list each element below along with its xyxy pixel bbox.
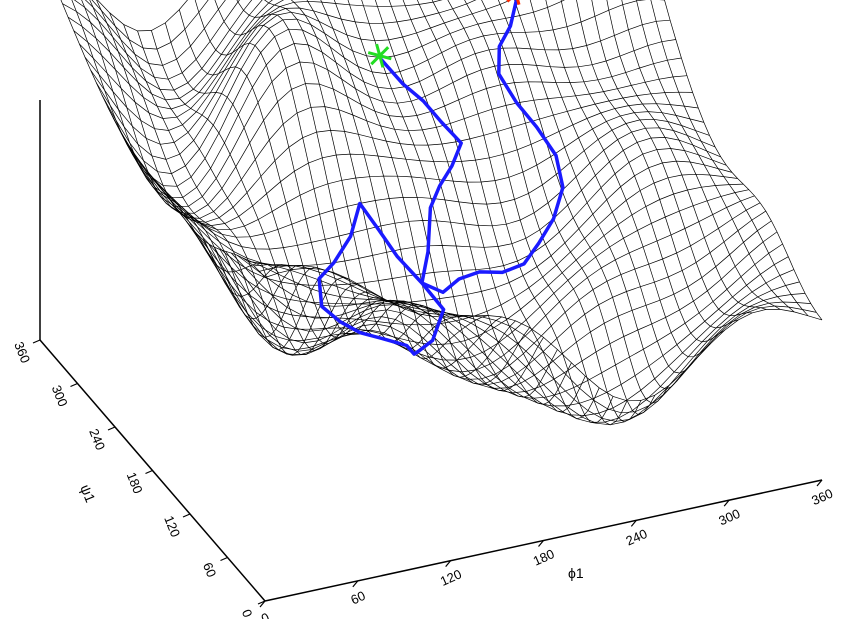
mesh-line-psi — [606, 0, 767, 310]
y-tick-label: 0 — [239, 607, 256, 619]
mesh-line-phi — [107, 0, 665, 187]
mesh-line-psi — [96, 0, 321, 338]
mesh-line-psi — [576, 0, 739, 329]
mesh-line-phi — [219, 231, 778, 394]
mesh-line-phi — [84, 0, 443, 131]
x-tick-label: 180 — [531, 546, 557, 569]
tick-mark — [445, 560, 452, 568]
mesh-line-phi — [96, 0, 188, 32]
tick-mark — [630, 519, 637, 527]
tick-mark — [352, 580, 359, 588]
mesh-line-psi — [529, 0, 697, 374]
mesh-line-phi — [96, 0, 512, 160]
mesh-line-phi — [231, 252, 789, 407]
x-tick-label: 60 — [348, 588, 367, 608]
mesh-line-phi — [91, 0, 209, 50]
y-tick-label: 60 — [200, 560, 219, 579]
tick-mark — [145, 469, 153, 475]
mesh-line-psi — [402, 0, 586, 413]
mesh-line-psi — [71, 0, 280, 274]
mesh-line-phi — [118, 39, 676, 207]
mesh-line-psi — [545, 0, 711, 358]
tick-mark — [182, 513, 191, 518]
mesh-line-psi — [333, 0, 516, 378]
tick-mark — [32, 339, 41, 344]
y-tick-label: 180 — [124, 470, 146, 496]
mesh-line-psi — [374, 0, 558, 398]
x-axis-label: ϕ1 — [568, 565, 584, 581]
mesh-line-psi — [560, 0, 725, 343]
mesh-line-phi — [129, 75, 688, 219]
mesh-line-phi — [73, 0, 240, 80]
mesh-line-psi — [464, 0, 642, 423]
mesh-line-psi — [109, 12, 335, 351]
mesh-line-psi — [514, 0, 684, 390]
x-tick-label: 0 — [259, 610, 272, 619]
mesh-line-phi — [90, 0, 477, 145]
mesh-line-phi — [146, 111, 704, 231]
mesh-line-phi — [67, 0, 263, 101]
x-ticks: 0 60 120 180 240 300 360 — [259, 479, 835, 619]
tick-mark — [257, 600, 266, 605]
tick-mark — [107, 426, 116, 431]
mesh-line-phi — [112, 19, 671, 198]
end-marker — [506, 0, 521, 5]
mesh-line-phi — [141, 103, 699, 226]
tick-mark — [816, 479, 823, 487]
surface-mesh — [60, 0, 823, 426]
mesh-line-psi — [636, 0, 795, 313]
mesh-line-psi — [89, 0, 307, 320]
mesh-line-psi — [447, 0, 628, 426]
marker-stroke — [370, 46, 390, 66]
x-tick-label: 360 — [809, 486, 835, 509]
mesh-line-phi — [157, 127, 716, 250]
mesh-line-psi — [178, 9, 405, 339]
y-ticks: 0 60 120 180 240 300 360 — [11, 339, 266, 619]
mesh-line-phi — [73, 0, 273, 110]
start-marker — [367, 43, 392, 68]
y-axis-label: ψ1 — [77, 482, 99, 505]
marker-stroke — [516, 0, 521, 5]
mesh-line-psi — [497, 0, 670, 404]
y-tick-label: 300 — [49, 383, 71, 409]
tick-mark — [220, 556, 228, 562]
tick-mark — [538, 540, 544, 547]
mesh-line-psi — [388, 0, 572, 405]
mesh-line-phi — [79, 0, 285, 119]
y-tick-label: 120 — [161, 513, 183, 539]
mesh-line-phi — [101, 0, 565, 174]
tick-mark — [70, 382, 78, 388]
mesh-line-phi — [124, 57, 682, 214]
mesh-line-psi — [664, 0, 823, 321]
mesh-line-phi — [248, 261, 806, 426]
x-tick-label: 300 — [716, 506, 742, 529]
tick-mark — [723, 499, 730, 507]
y-tick-label: 240 — [86, 426, 108, 452]
mesh-line-psi — [81, 0, 294, 297]
mesh-line-psi — [621, 0, 781, 310]
mesh-line-psi — [650, 0, 809, 317]
mesh-line-psi — [591, 0, 753, 317]
x-tick-label: 120 — [438, 566, 464, 589]
x-tick-label: 240 — [624, 526, 650, 549]
mesh-line-psi — [431, 0, 614, 424]
trajectory-path — [317, 0, 565, 356]
mesh-line-psi — [123, 24, 349, 356]
mesh-line-psi — [416, 0, 600, 420]
y-tick-label: 360 — [11, 339, 33, 365]
mesh-line-phi — [84, 0, 226, 66]
mesh-line-phi — [62, 0, 253, 91]
mesh-line-phi — [152, 118, 710, 238]
mesh-line-psi — [481, 0, 656, 415]
mesh-line-psi — [290, 0, 474, 350]
mesh-line-phi — [135, 91, 693, 223]
